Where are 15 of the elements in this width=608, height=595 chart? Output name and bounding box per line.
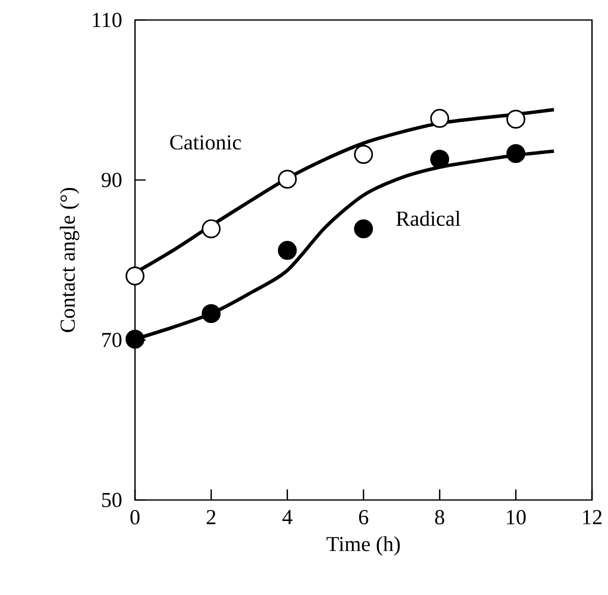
x-tick-label: 6	[359, 510, 368, 524]
y-axis-title: Contact angle (°)	[60, 188, 80, 332]
y-tick-label: 110	[92, 12, 122, 28]
x-axis-title: Time (h)	[326, 536, 400, 556]
x-tick-label: 2	[206, 510, 216, 524]
x-tick-label: 10	[507, 510, 526, 524]
x-tick-label: 12	[583, 510, 602, 524]
x-tick-label: 0	[130, 510, 140, 524]
x-tick-label: 4	[282, 510, 292, 524]
text: Cationic	[170, 135, 241, 150]
x-tick-label: 8	[435, 510, 444, 524]
y-tick-label: 70	[102, 332, 122, 348]
y-tick-label: 50	[102, 492, 122, 508]
y-tick-label: 90	[102, 172, 122, 188]
series-label: Radical	[396, 210, 460, 226]
